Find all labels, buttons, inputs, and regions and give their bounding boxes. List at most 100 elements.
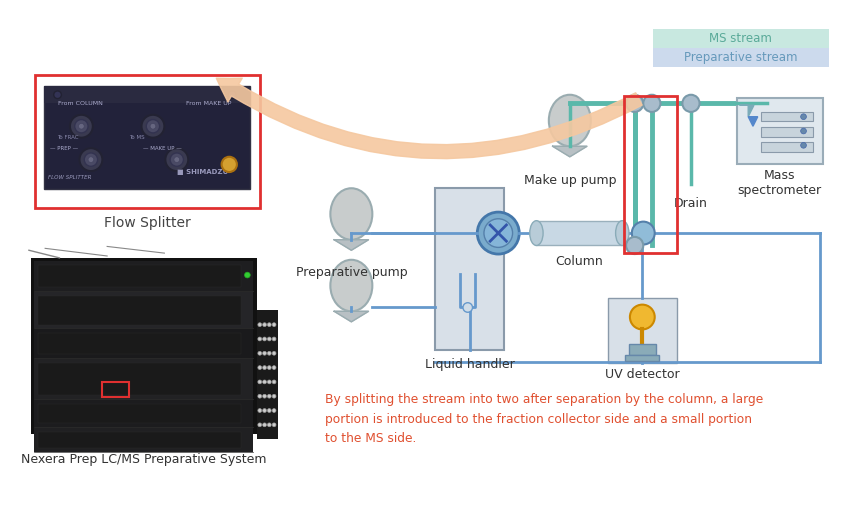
Circle shape xyxy=(801,128,807,134)
Circle shape xyxy=(268,380,271,384)
Circle shape xyxy=(272,323,276,327)
FancyBboxPatch shape xyxy=(34,330,253,358)
Circle shape xyxy=(257,394,262,398)
Polygon shape xyxy=(553,146,587,157)
Text: ■ SHIMADZU: ■ SHIMADZU xyxy=(177,169,228,175)
Circle shape xyxy=(257,337,262,341)
Circle shape xyxy=(141,115,164,137)
Ellipse shape xyxy=(331,188,372,240)
FancyBboxPatch shape xyxy=(44,86,251,189)
Circle shape xyxy=(272,423,276,427)
Circle shape xyxy=(170,153,183,166)
FancyBboxPatch shape xyxy=(536,221,623,245)
Circle shape xyxy=(626,95,643,112)
Circle shape xyxy=(801,114,807,120)
Circle shape xyxy=(272,366,276,369)
Text: From COLUMN: From COLUMN xyxy=(58,101,102,106)
Circle shape xyxy=(257,323,262,327)
Circle shape xyxy=(257,423,262,427)
Circle shape xyxy=(268,352,271,355)
Circle shape xyxy=(643,95,660,112)
Circle shape xyxy=(268,394,271,398)
Text: Preparative stream: Preparative stream xyxy=(684,51,797,64)
Circle shape xyxy=(272,380,276,384)
Polygon shape xyxy=(748,117,758,126)
FancyBboxPatch shape xyxy=(436,188,504,351)
FancyBboxPatch shape xyxy=(39,296,241,324)
FancyBboxPatch shape xyxy=(31,258,257,434)
FancyBboxPatch shape xyxy=(34,359,253,399)
FancyBboxPatch shape xyxy=(760,143,813,152)
Circle shape xyxy=(463,303,473,312)
FancyBboxPatch shape xyxy=(629,344,656,355)
Text: To FRAC: To FRAC xyxy=(58,134,79,140)
Circle shape xyxy=(146,120,159,133)
FancyBboxPatch shape xyxy=(39,265,241,288)
Circle shape xyxy=(263,423,266,427)
FancyBboxPatch shape xyxy=(737,98,822,165)
Circle shape xyxy=(477,212,519,254)
Circle shape xyxy=(257,380,262,384)
Circle shape xyxy=(272,409,276,412)
FancyArrowPatch shape xyxy=(216,78,642,159)
FancyBboxPatch shape xyxy=(760,127,813,137)
Circle shape xyxy=(70,115,93,137)
Polygon shape xyxy=(334,311,369,322)
Text: Flow Splitter: Flow Splitter xyxy=(104,216,190,230)
Circle shape xyxy=(272,352,276,355)
Circle shape xyxy=(88,157,94,162)
Circle shape xyxy=(272,337,276,341)
Circle shape xyxy=(484,219,512,247)
Circle shape xyxy=(263,323,266,327)
Circle shape xyxy=(263,337,266,341)
Circle shape xyxy=(683,95,699,112)
Circle shape xyxy=(268,323,271,327)
Text: Make up pump: Make up pump xyxy=(523,174,616,187)
Text: From MAKE UP: From MAKE UP xyxy=(186,101,232,106)
Circle shape xyxy=(626,237,643,254)
Text: Nexera Prep LC/MS Preparative System: Nexera Prep LC/MS Preparative System xyxy=(22,453,267,467)
Text: Preparative pump: Preparative pump xyxy=(295,266,407,278)
Circle shape xyxy=(228,91,236,99)
Ellipse shape xyxy=(331,260,372,311)
Text: FLOW SPLITTER: FLOW SPLITTER xyxy=(48,175,91,180)
FancyBboxPatch shape xyxy=(39,431,241,448)
FancyBboxPatch shape xyxy=(257,310,278,439)
Circle shape xyxy=(263,409,266,412)
FancyBboxPatch shape xyxy=(34,428,253,452)
Circle shape xyxy=(263,366,266,369)
Text: — MAKE UP —: — MAKE UP — xyxy=(144,146,183,151)
Circle shape xyxy=(268,423,271,427)
Text: UV detector: UV detector xyxy=(605,367,679,381)
Circle shape xyxy=(801,143,807,148)
Circle shape xyxy=(221,157,237,172)
Circle shape xyxy=(268,366,271,369)
FancyBboxPatch shape xyxy=(39,363,241,395)
Text: Liquid handler: Liquid handler xyxy=(424,358,515,371)
Text: MS stream: MS stream xyxy=(709,32,772,45)
Circle shape xyxy=(75,120,88,133)
FancyBboxPatch shape xyxy=(34,400,253,427)
Text: Mass
spectrometer: Mass spectrometer xyxy=(738,169,821,197)
Ellipse shape xyxy=(530,221,543,245)
Ellipse shape xyxy=(548,95,591,146)
Circle shape xyxy=(263,352,266,355)
Circle shape xyxy=(257,409,262,412)
FancyBboxPatch shape xyxy=(653,48,829,67)
Circle shape xyxy=(165,148,189,171)
Circle shape xyxy=(245,272,251,278)
FancyBboxPatch shape xyxy=(653,29,829,48)
Circle shape xyxy=(257,366,262,369)
Circle shape xyxy=(268,337,271,341)
FancyBboxPatch shape xyxy=(760,112,813,122)
FancyBboxPatch shape xyxy=(39,404,241,423)
FancyBboxPatch shape xyxy=(608,298,677,363)
FancyBboxPatch shape xyxy=(44,86,251,103)
FancyBboxPatch shape xyxy=(39,333,241,354)
FancyBboxPatch shape xyxy=(625,355,660,361)
Ellipse shape xyxy=(616,221,629,245)
Circle shape xyxy=(150,123,156,129)
Circle shape xyxy=(632,222,654,245)
Circle shape xyxy=(174,157,180,162)
Circle shape xyxy=(84,153,97,166)
